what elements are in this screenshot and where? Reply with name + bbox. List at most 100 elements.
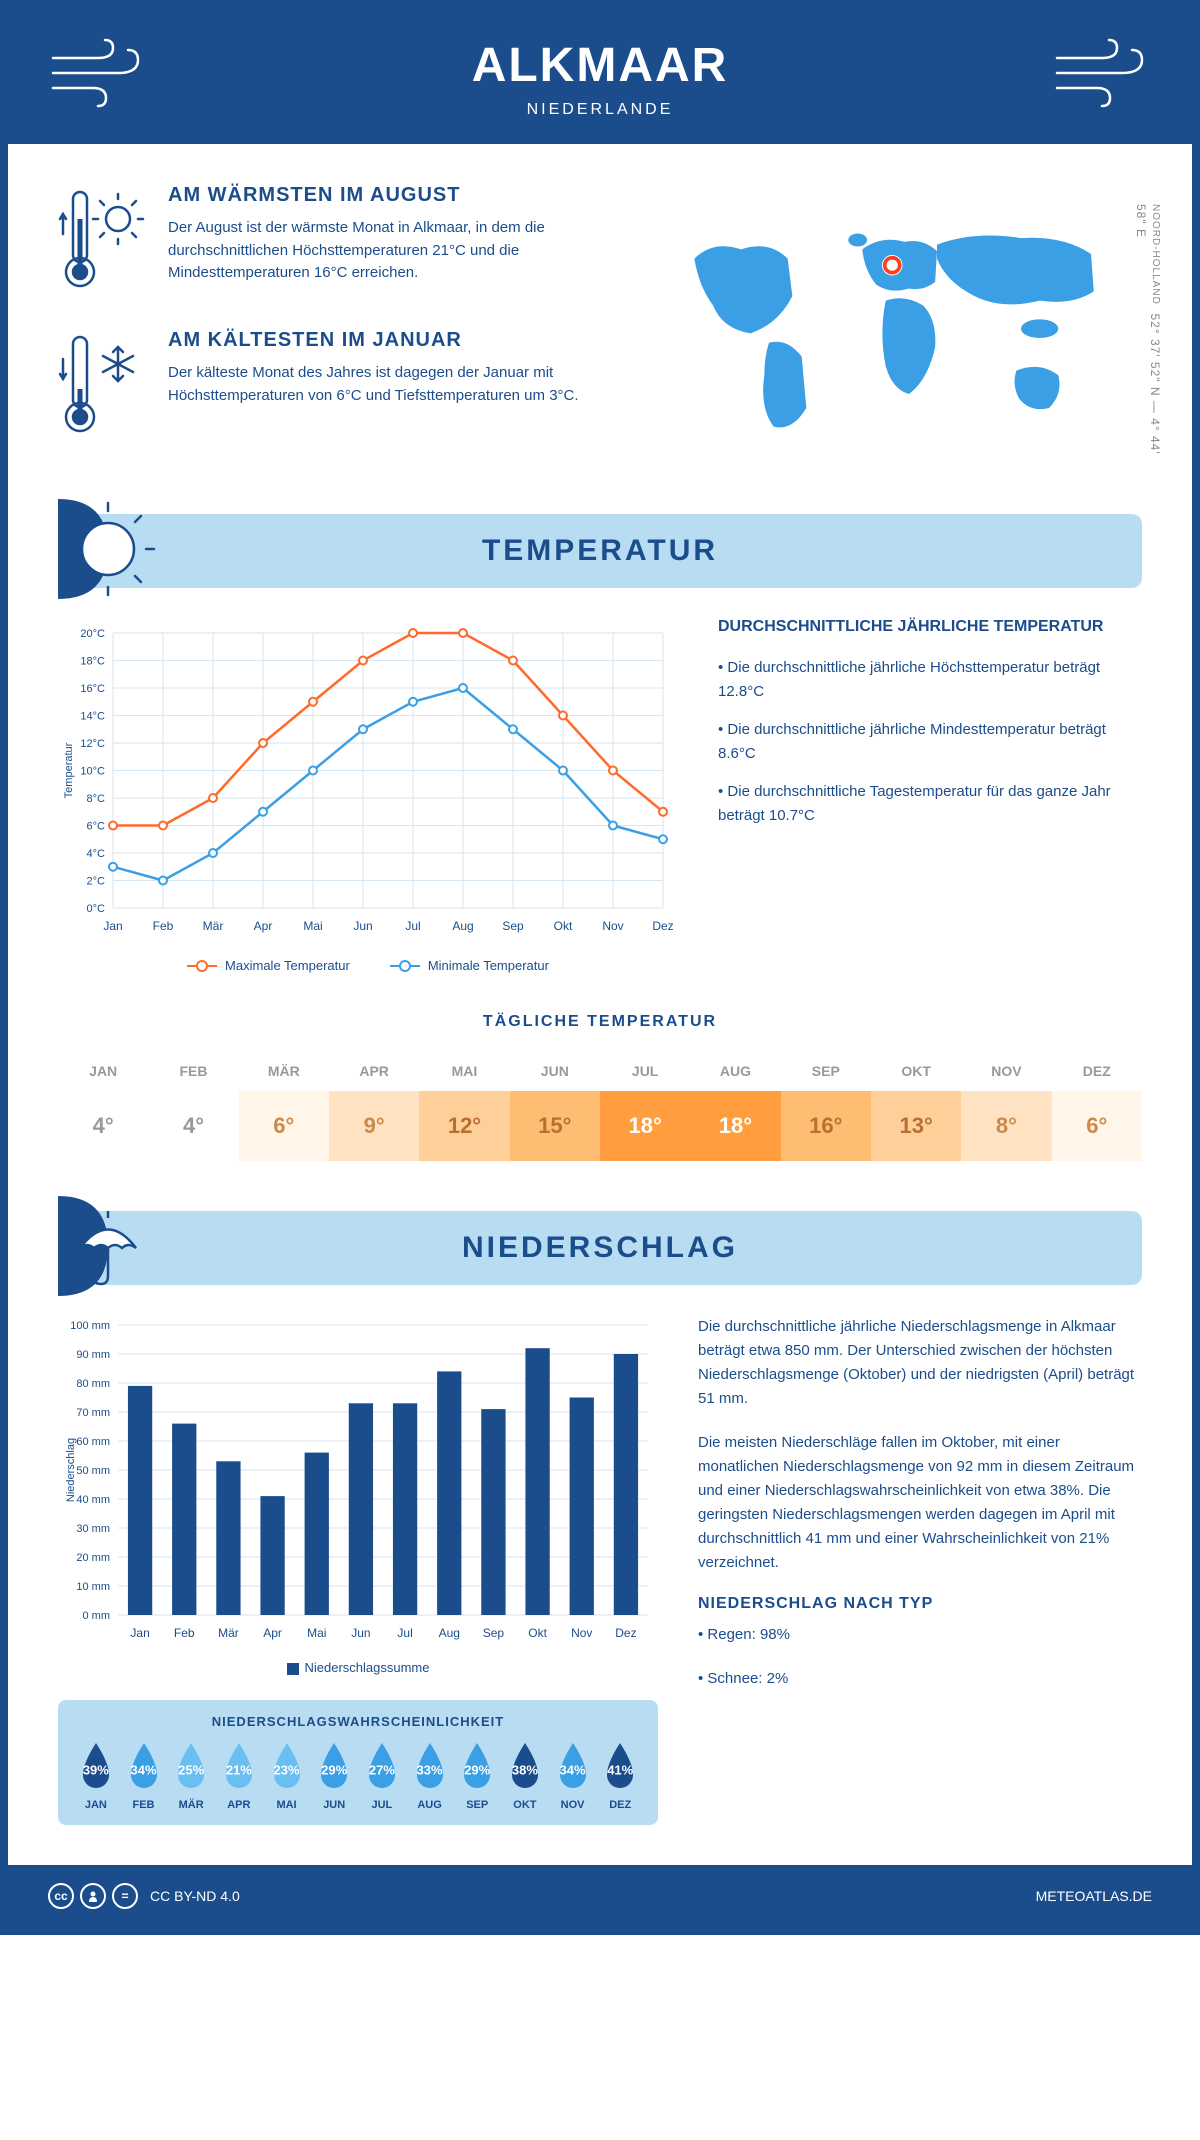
daily-cell: MÄR6° [239,1051,329,1161]
svg-text:20°C: 20°C [80,628,105,640]
temp-info-bullet: • Die durchschnittliche jährliche Höchst… [718,656,1142,704]
temp-info-bullet: • Die durchschnittliche jährliche Mindes… [718,718,1142,766]
svg-text:16°C: 16°C [80,683,105,695]
precipitation-probability-panel: NIEDERSCHLAGSWAHRSCHEINLICHKEIT 39%JAN 3… [58,1700,658,1825]
svg-text:Apr: Apr [254,919,273,933]
svg-text:90 mm: 90 mm [76,1349,110,1361]
precipitation-title: NIEDERSCHLAG [88,1231,1112,1265]
thermometer-sun-icon [58,184,148,299]
precipitation-bar-chart: 0 mm10 mm20 mm30 mm40 mm50 mm60 mm70 mm8… [58,1315,658,1645]
daily-cell: DEZ6° [1052,1051,1142,1161]
svg-text:Aug: Aug [439,1626,460,1640]
svg-text:Okt: Okt [554,919,573,933]
prob-cell: 39%JAN [72,1741,120,1811]
precip-type-item: • Schnee: 2% [698,1667,1142,1691]
daily-cell: MAI12° [419,1051,509,1161]
raindrop-icon: 23% [266,1741,308,1793]
svg-text:Nov: Nov [571,1626,592,1640]
temperature-line-chart: 0°C2°C4°C6°C8°C10°C12°C14°C16°C18°C20°CJ… [58,618,678,938]
svg-text:14°C: 14°C [80,711,105,723]
prob-cell: 23%MAI [263,1741,311,1811]
warmest-title: AM WÄRMSTEN IM AUGUST [168,184,580,207]
daily-cell: NOV8° [961,1051,1051,1161]
daily-cell: JUL18° [600,1051,690,1161]
svg-text:8°C: 8°C [87,793,106,805]
warmest-block: AM WÄRMSTEN IM AUGUST Der August ist der… [58,184,580,299]
daily-cell: JAN4° [58,1051,148,1161]
temp-info-title: DURCHSCHNITTLICHE JÄHRLICHE TEMPERATUR [718,618,1142,636]
svg-text:Dez: Dez [615,1626,636,1640]
svg-text:20 mm: 20 mm [76,1552,110,1564]
prob-cell: 29%JUN [310,1741,358,1811]
svg-text:Mai: Mai [307,1626,326,1640]
svg-text:100 mm: 100 mm [70,1320,110,1332]
daily-cell: SEP16° [781,1051,871,1161]
raindrop-icon: 21% [218,1741,260,1793]
prob-cell: 38%OKT [501,1741,549,1811]
precip-type-title: NIEDERSCHLAG NACH TYP [698,1595,1142,1613]
raindrop-icon: 33% [409,1741,451,1793]
svg-text:10 mm: 10 mm [76,1581,110,1593]
svg-text:Mär: Mär [218,1626,239,1640]
daily-cell: JUN15° [510,1051,600,1161]
daily-temp-title: TÄGLICHE TEMPERATUR [58,1013,1142,1031]
svg-text:Mai: Mai [303,919,322,933]
wind-icon [1052,38,1152,113]
svg-text:30 mm: 30 mm [76,1523,110,1535]
coldest-text: Der kälteste Monat des Jahres ist dagege… [168,362,580,407]
svg-text:6°C: 6°C [87,821,106,833]
prob-cell: 34%NOV [549,1741,597,1811]
svg-text:Jun: Jun [351,1626,370,1640]
daily-temp-grid: JAN4°FEB4°MÄR6°APR9°MAI12°JUN15°JUL18°AU… [58,1051,1142,1161]
prob-cell: 25%MÄR [167,1741,215,1811]
thermometer-snow-icon [58,329,148,444]
svg-text:Aug: Aug [452,919,473,933]
license-text: CC BY-ND 4.0 [150,1888,240,1904]
svg-text:Jan: Jan [103,919,122,933]
svg-text:Sep: Sep [483,1626,505,1640]
svg-text:Dez: Dez [652,919,673,933]
temp-chart-legend: Maximale Temperatur Minimale Temperatur [58,958,678,973]
coordinates: NOORD-HOLLAND 52° 37' 52" N — 4° 44' 58"… [1134,204,1162,474]
raindrop-icon: 27% [361,1741,403,1793]
coldest-title: AM KÄLTESTEN IM JANUAR [168,329,580,352]
svg-text:Niederschlag: Niederschlag [65,1438,77,1502]
prob-cell: 33%AUG [406,1741,454,1811]
svg-text:50 mm: 50 mm [76,1465,110,1477]
prob-title: NIEDERSCHLAGSWAHRSCHEINLICHKEIT [72,1714,644,1729]
prob-cell: 27%JUL [358,1741,406,1811]
svg-text:0°C: 0°C [87,903,106,915]
umbrella-icon [58,1196,158,1296]
prob-cell: 34%FEB [120,1741,168,1811]
svg-text:18°C: 18°C [80,656,105,668]
svg-text:Mär: Mär [203,919,224,933]
cc-icons: cc = [48,1883,138,1909]
svg-text:Sep: Sep [502,919,524,933]
site-name: METEOATLAS.DE [1036,1888,1152,1904]
wind-icon [48,38,148,113]
temperature-banner: TEMPERATUR [58,514,1142,588]
sun-icon [58,499,158,599]
svg-text:Jul: Jul [405,919,420,933]
precip-paragraph: Die meisten Niederschläge fallen im Okto… [698,1431,1142,1575]
warmest-text: Der August ist der wärmste Monat in Alkm… [168,217,580,285]
city-title: ALKMAAR [8,38,1192,93]
svg-text:Apr: Apr [263,1626,282,1640]
raindrop-icon: 38% [504,1741,546,1793]
svg-text:60 mm: 60 mm [76,1436,110,1448]
daily-cell: FEB4° [148,1051,238,1161]
svg-text:80 mm: 80 mm [76,1378,110,1390]
svg-text:12°C: 12°C [80,738,105,750]
precip-paragraph: Die durchschnittliche jährliche Niedersc… [698,1315,1142,1411]
svg-text:Jan: Jan [130,1626,149,1640]
svg-text:0 mm: 0 mm [83,1610,111,1622]
raindrop-icon: 29% [456,1741,498,1793]
svg-text:Nov: Nov [602,919,623,933]
raindrop-icon: 41% [599,1741,641,1793]
raindrop-icon: 39% [75,1741,117,1793]
svg-text:Jul: Jul [397,1626,412,1640]
precip-chart-legend: Niederschlagssumme [58,1660,658,1675]
coldest-block: AM KÄLTESTEN IM JANUAR Der kälteste Mona… [58,329,580,444]
prob-cell: 21%APR [215,1741,263,1811]
svg-text:10°C: 10°C [80,766,105,778]
